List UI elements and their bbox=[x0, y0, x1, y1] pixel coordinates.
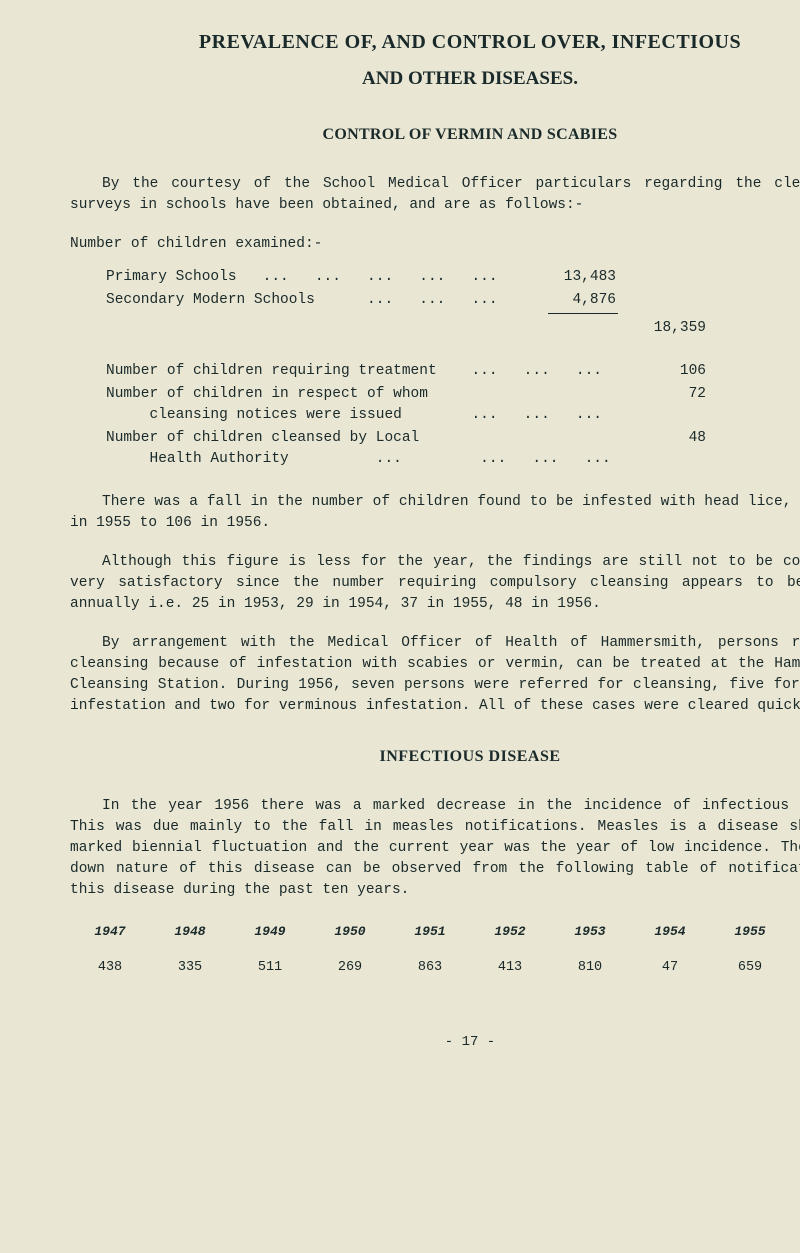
stat-value: 106 bbox=[616, 361, 706, 382]
year-value: 438 bbox=[70, 954, 150, 982]
year-header: 1954 bbox=[630, 919, 710, 954]
stat-label: Primary Schools ... ... ... ... ... bbox=[106, 267, 526, 288]
year-header: 1947 bbox=[70, 919, 150, 954]
year-value: 659 bbox=[710, 954, 790, 982]
stat-value: 48 bbox=[616, 428, 706, 470]
line-examined: Number of children examined:- bbox=[70, 234, 800, 255]
year-header: 1955 bbox=[710, 919, 790, 954]
year-header: 1950 bbox=[310, 919, 390, 954]
year-header: 1948 bbox=[150, 919, 230, 954]
year-header: 1956 bbox=[790, 919, 800, 954]
stat-row-notices: Number of children in respect of whom cl… bbox=[106, 384, 800, 426]
stat-row-primary: Primary Schools ... ... ... ... ... 13,4… bbox=[106, 267, 800, 288]
stat-label: Number of children requiring treatment .… bbox=[106, 361, 616, 382]
section2-heading: INFECTIOUS DISEASE bbox=[70, 745, 800, 768]
para-fall: There was a fall in the number of childr… bbox=[70, 492, 800, 534]
para-although: Although this figure is less for the yea… bbox=[70, 552, 800, 615]
year-header: 1949 bbox=[230, 919, 310, 954]
year-value: 269 bbox=[310, 954, 390, 982]
para-infectious: In the year 1956 there was a marked decr… bbox=[70, 796, 800, 901]
para-arrangement: By arrangement with the Medical Officer … bbox=[70, 633, 800, 717]
spacer bbox=[106, 318, 616, 339]
section1-heading: CONTROL OF VERMIN AND SCABIES bbox=[70, 123, 800, 146]
years-table: 1947 1948 1949 1950 1951 1952 1953 1954 … bbox=[70, 919, 800, 981]
stat-label: Number of children cleansed by Local Hea… bbox=[106, 428, 616, 470]
years-value-row: 438 335 511 269 863 413 810 47 659 107 bbox=[70, 954, 800, 982]
stat-row-cleansed: Number of children cleansed by Local Hea… bbox=[106, 428, 800, 470]
stat-row-treatment: Number of children requiring treatment .… bbox=[106, 361, 800, 382]
stat-value: 72 bbox=[616, 384, 706, 426]
year-value: 810 bbox=[550, 954, 630, 982]
year-header: 1953 bbox=[550, 919, 630, 954]
total-rule bbox=[548, 313, 618, 314]
year-header: 1952 bbox=[470, 919, 550, 954]
year-value: 863 bbox=[390, 954, 470, 982]
page-title-line2: AND OTHER DISEASES. bbox=[70, 65, 800, 93]
year-value: 335 bbox=[150, 954, 230, 982]
stat-value: 4,876 bbox=[526, 290, 616, 311]
stat-row-secondary: Secondary Modern Schools ... ... ... 4,8… bbox=[106, 290, 800, 311]
stats-block-2: Number of children requiring treatment .… bbox=[106, 361, 800, 470]
stat-total-value: 18,359 bbox=[616, 318, 706, 339]
stat-row-total: 18,359 bbox=[106, 318, 800, 339]
stat-value: 13,483 bbox=[526, 267, 616, 288]
years-header-row: 1947 1948 1949 1950 1951 1952 1953 1954 … bbox=[70, 919, 800, 954]
year-value: 413 bbox=[470, 954, 550, 982]
page-title-line1: PREVALENCE OF, AND CONTROL OVER, INFECTI… bbox=[70, 28, 800, 57]
stat-label: Number of children in respect of whom cl… bbox=[106, 384, 616, 426]
year-value: 47 bbox=[630, 954, 710, 982]
year-value: 511 bbox=[230, 954, 310, 982]
stat-label: Secondary Modern Schools ... ... ... bbox=[106, 290, 526, 311]
year-value: 107 bbox=[790, 954, 800, 982]
year-header: 1951 bbox=[390, 919, 470, 954]
stats-block-1: Primary Schools ... ... ... ... ... 13,4… bbox=[106, 267, 800, 339]
page-number: - 17 - bbox=[70, 1032, 800, 1052]
para-intro: By the courtesy of the School Medical Of… bbox=[70, 174, 800, 216]
